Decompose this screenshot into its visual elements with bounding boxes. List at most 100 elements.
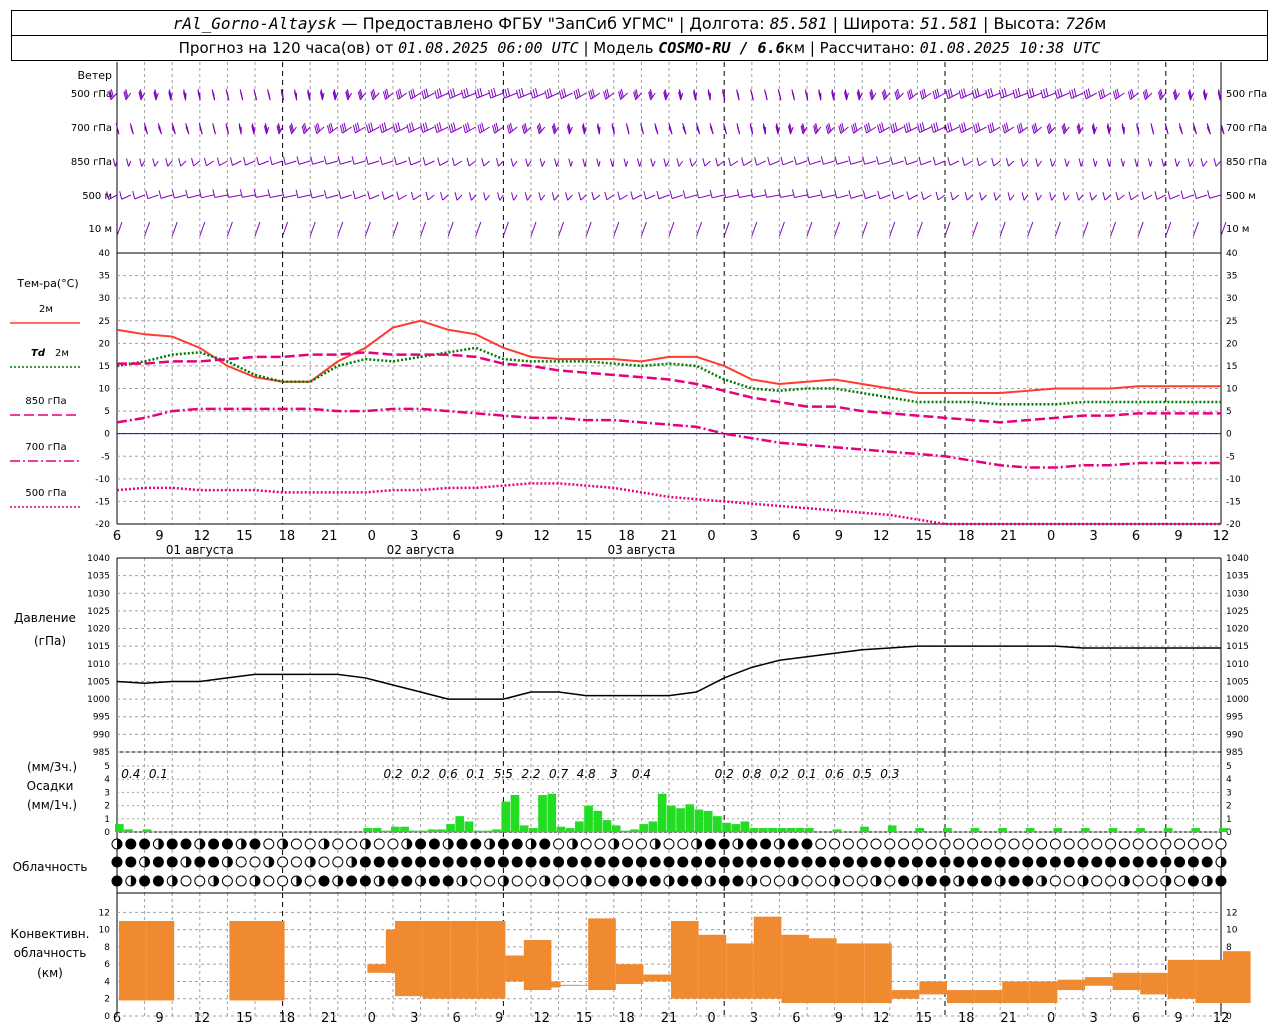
wind-barb-feather: [1035, 158, 1039, 167]
wind-barb: [620, 92, 628, 100]
wind-barb: [1215, 160, 1222, 167]
wind-barb-feather: [895, 90, 899, 99]
wind-barb: [368, 126, 380, 134]
wind-barb: [468, 160, 477, 167]
wind-barb: [883, 92, 891, 101]
cloud-symbol: [290, 856, 302, 868]
precip-bar: [943, 828, 952, 832]
x-tick-label-bottom: 0: [368, 1011, 376, 1024]
wind-barb: [439, 160, 449, 166]
wind-barb-feather: [582, 123, 586, 132]
wind-barb: [1176, 160, 1181, 167]
temp-ytick: -20: [95, 520, 110, 530]
cloud-symbol: [304, 875, 316, 887]
wind-barb-feather: [462, 124, 466, 133]
wind-barb-feather: [294, 89, 298, 98]
wind-barb: [769, 160, 780, 166]
wind-barb-feather: [251, 124, 255, 133]
wind-barb: [678, 160, 684, 167]
cloud-symbol: [898, 838, 910, 850]
cloud-symbol: [580, 838, 592, 850]
wind-barb-feather: [368, 123, 372, 132]
precip-bar: [860, 826, 869, 832]
wind-barb-feather: [185, 123, 189, 132]
wind-barb-feather: [877, 124, 881, 134]
wind-barb-feather: [606, 88, 610, 97]
wind-barb-feather: [702, 158, 706, 167]
wind-barb-feather: [839, 124, 843, 133]
wind-barb-feather: [381, 191, 385, 200]
wind-barb-feather: [791, 189, 795, 198]
wind-barb-feather: [330, 122, 334, 131]
conv-cloud-bar: [560, 984, 589, 986]
wind-barb: [652, 160, 656, 167]
wind-barb-feather: [848, 156, 852, 165]
wind-barb-feather: [813, 125, 817, 135]
wind-barb-feather: [551, 125, 555, 135]
wind-barb-feather: [1106, 158, 1110, 167]
wind-barb: [780, 194, 794, 198]
cloud-symbol: [456, 838, 468, 850]
wind-barb-feather: [434, 90, 438, 99]
wind-barb-feather: [815, 123, 819, 132]
wind-barb-feather: [1012, 89, 1016, 99]
cloud-symbol: [221, 838, 233, 850]
wind-barb-feather: [573, 90, 577, 100]
wind-barb-feather: [1129, 90, 1133, 99]
wind-barb: [154, 160, 159, 167]
wind-barb-feather: [264, 124, 268, 133]
wind-barb-feather: [183, 89, 187, 98]
wind-barb-feather: [923, 88, 927, 97]
wind-barb-10m: [475, 221, 482, 237]
wind-barb: [796, 160, 808, 166]
wind-barb: [532, 92, 546, 99]
pres-ytick: 1020: [87, 625, 110, 635]
wind-barb: [752, 194, 766, 198]
wind-barb-feather: [802, 123, 806, 132]
wind-barb-feather: [537, 124, 541, 133]
wind-barb: [201, 194, 214, 199]
precip-bar: [676, 808, 685, 832]
wind-barb: [1143, 194, 1153, 201]
wind-barb-feather: [507, 87, 511, 97]
x-tick-label: 0: [1047, 529, 1055, 544]
wind-level-label: 500 м: [82, 191, 112, 202]
wind-barb-feather: [282, 156, 286, 165]
wind-barb-feather: [749, 123, 753, 132]
wind-barb: [326, 160, 338, 165]
wind-barb-feather: [479, 87, 483, 97]
wind-barb-feather: [1016, 125, 1020, 134]
wind-barb-feather: [736, 89, 740, 98]
precip-bar: [115, 824, 124, 832]
conv-ytick: 12: [99, 908, 110, 918]
wind-barb: [422, 126, 435, 133]
wind-barb-feather: [197, 89, 201, 98]
wind-barb-feather: [723, 189, 727, 198]
wind-barb-feather: [320, 89, 324, 98]
wind-barb: [490, 92, 504, 99]
wind-barb: [823, 160, 835, 165]
wind-barb-feather: [991, 122, 995, 131]
wind-barb-feather: [165, 158, 169, 167]
precip-bar: [621, 830, 630, 832]
wind-barb: [326, 194, 338, 199]
wind-barb-feather: [881, 122, 885, 131]
cloud-symbol: [194, 856, 206, 868]
wind-barb-feather: [856, 91, 860, 101]
wind-barb-10m: [337, 221, 344, 237]
wind-barb: [1130, 194, 1139, 201]
cloud-symbol: [208, 856, 220, 868]
precip-bar: [832, 829, 842, 832]
wind-barb: [853, 126, 863, 134]
cloud-symbol: [925, 875, 937, 887]
cloud-symbol: [939, 875, 951, 887]
wind-barb-feather: [1098, 90, 1102, 100]
wind-barb-feather: [138, 91, 142, 101]
wind-barb: [879, 194, 890, 200]
wind-barb: [923, 194, 932, 201]
wind-barb-feather: [1161, 158, 1165, 167]
wind-barb-10m: [116, 221, 123, 237]
wind-barb-feather: [976, 88, 980, 97]
wind-barb-feather: [676, 158, 680, 167]
wind-barb-feather: [143, 123, 147, 132]
